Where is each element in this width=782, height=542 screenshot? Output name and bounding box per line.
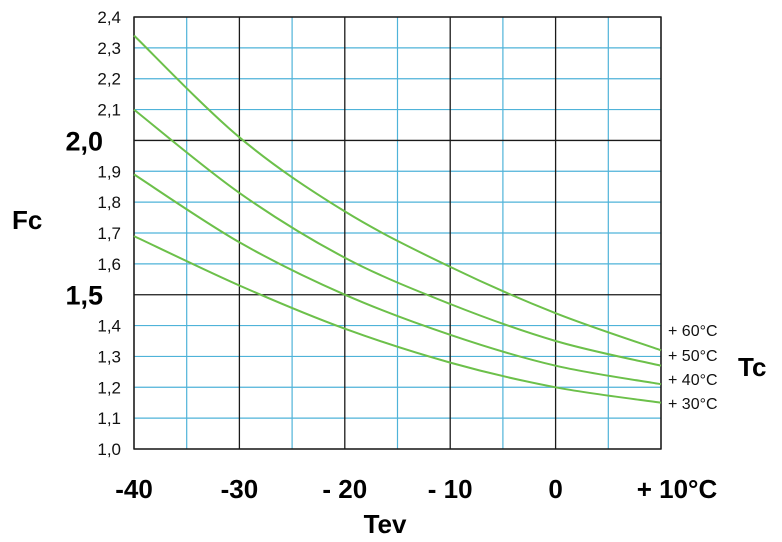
x-axis-title: Tev	[364, 509, 407, 539]
x-tick-label: 0	[548, 474, 562, 504]
legend-title: Tc	[738, 352, 766, 382]
y-tick-label: 1,4	[97, 317, 121, 336]
x-tick-label: -40	[115, 474, 153, 504]
series-labels: + 60°C + 50°C + 40°C + 30°C	[668, 323, 718, 413]
y-tick-label: 2,0	[65, 126, 103, 156]
x-tick-label: - 20	[322, 474, 367, 504]
y-tick-label: 1,2	[97, 378, 121, 397]
y-tick-label: 2,1	[97, 101, 121, 120]
x-tick-labels: -40 -30 - 20 - 10 0 + 10°C	[115, 474, 717, 504]
plot-frame	[133, 16, 662, 450]
series-line	[133, 235, 662, 404]
y-tick-label: 1,7	[97, 224, 121, 243]
y-tick-label: 2,4	[97, 8, 121, 27]
x-tick-label: + 10°C	[637, 474, 718, 504]
y-tick-label: 1,3	[97, 347, 121, 366]
series-label: + 50°C	[668, 348, 718, 365]
y-tick-label: 1,8	[97, 193, 121, 212]
series-label: + 30°C	[668, 396, 718, 413]
series-label: + 60°C	[668, 323, 718, 340]
y-tick-label: 2,3	[97, 39, 121, 58]
series-line	[133, 173, 662, 386]
y-tick-label: 1,5	[65, 281, 103, 311]
x-tick-label: -30	[221, 474, 259, 504]
series-line	[133, 108, 662, 367]
y-axis-title: Fc	[12, 205, 42, 235]
x-tick-label: - 10	[428, 474, 473, 504]
y-tick-label: 1,9	[97, 162, 121, 181]
series-label: + 40°C	[668, 372, 718, 389]
series-line	[133, 34, 662, 352]
y-tick-labels: 1,0 1,1 1,2 1,3 1,4 1,5 1,6 1,7 1,8 1,9 2,0 2,1 2,2 2…	[65, 8, 121, 459]
series-lines	[133, 34, 662, 404]
y-tick-label: 1,6	[97, 255, 121, 274]
y-tick-label: 1,0	[97, 440, 121, 459]
minor-grid	[134, 17, 661, 449]
major-grid	[133, 16, 662, 450]
y-tick-label: 2,2	[97, 70, 121, 89]
y-tick-label: 1,1	[97, 409, 121, 428]
